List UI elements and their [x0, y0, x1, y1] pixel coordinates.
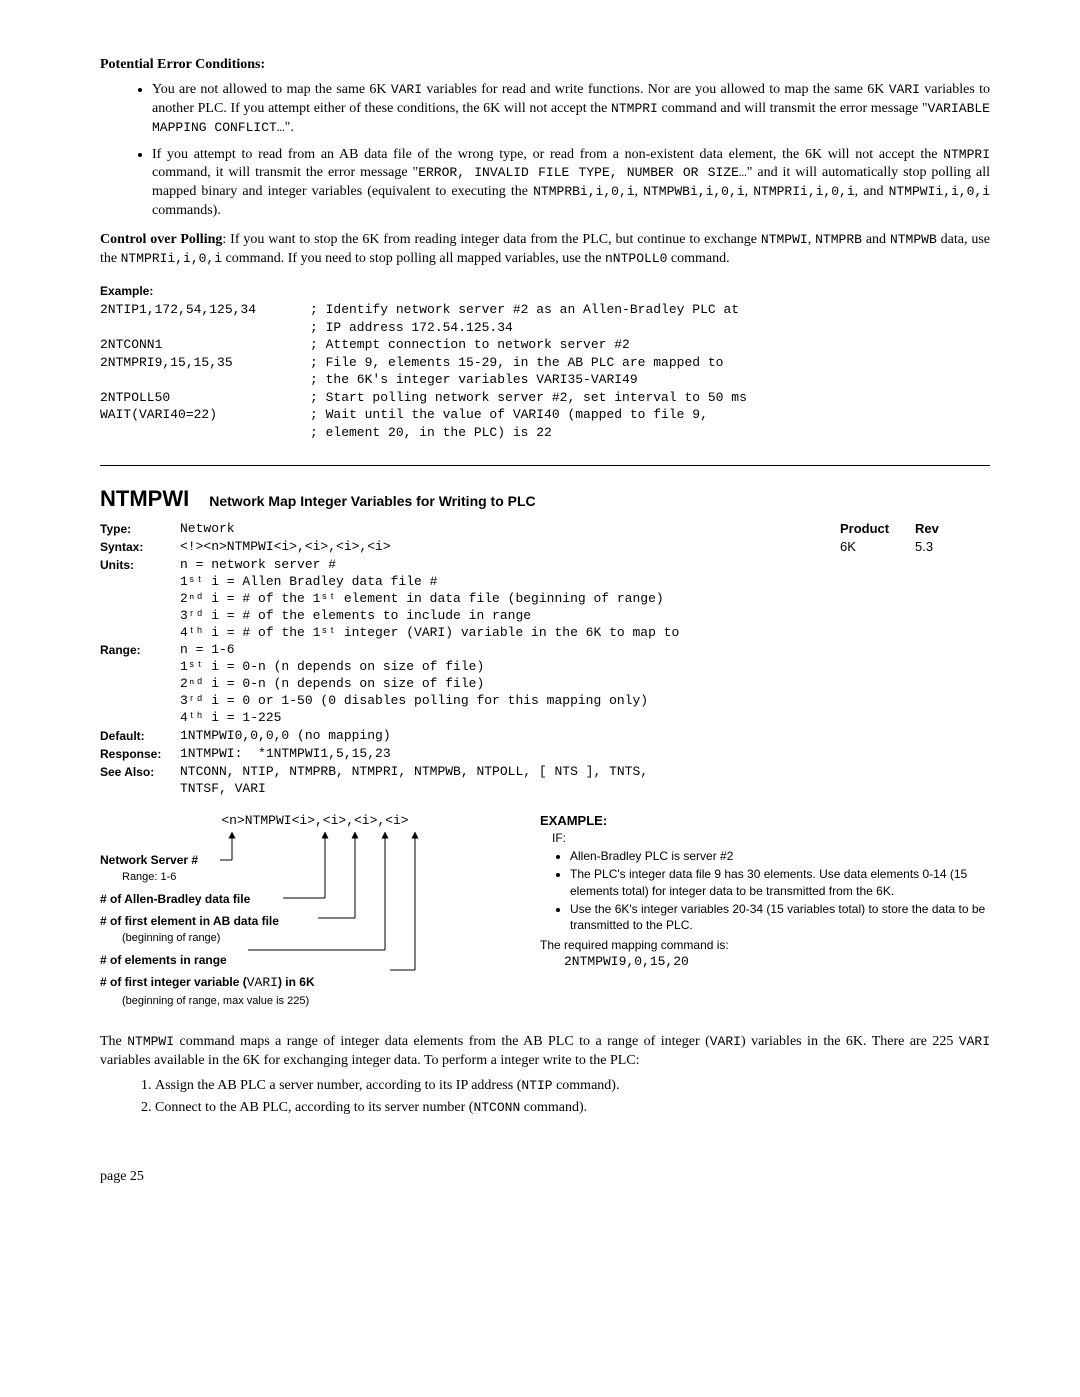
step-2: Connect to the AB PLC, according to its …: [155, 1099, 990, 1118]
step-1: Assign the AB PLC a server number, accor…: [155, 1077, 990, 1096]
product-rev: ProductRev 6K5.3: [840, 520, 990, 798]
command-fields: Type:Network Syntax:<!><n>NTMPWI<i>,<i>,…: [100, 520, 840, 798]
page-number: page 25: [100, 1168, 990, 1187]
syntax-diagram: <n>NTMPWI<i>,<i>,<i>,<i>: [100, 812, 990, 1014]
diagram-syntax: <n>NTMPWI<i>,<i>,<i>,<i>: [100, 812, 530, 830]
command-header: NTMPWI Network Map Integer Variables for…: [100, 466, 990, 514]
error-item-1: You are not allowed to map the same 6K V…: [152, 81, 990, 138]
error-item-2: If you attempt to read from an AB data f…: [152, 146, 990, 222]
command-name: NTMPWI: [100, 484, 189, 514]
diagram-lines: [100, 832, 530, 987]
errors-heading: Potential Error Conditions:: [100, 56, 990, 75]
errors-list: You are not allowed to map the same 6K V…: [100, 81, 990, 221]
diagram-example: EXAMPLE: IF: Allen-Bradley PLC is server…: [530, 812, 990, 1014]
description-para: The NTMPWI command maps a range of integ…: [100, 1033, 990, 1071]
control-para: Control over Polling: If you want to sto…: [100, 231, 990, 269]
steps-list: Assign the AB PLC a server number, accor…: [100, 1077, 990, 1119]
command-desc: Network Map Integer Variables for Writin…: [209, 492, 535, 511]
example1-code: 2NTIP1,172,54,125,34; Identify network s…: [100, 301, 990, 441]
example1-heading: Example:: [100, 283, 990, 299]
